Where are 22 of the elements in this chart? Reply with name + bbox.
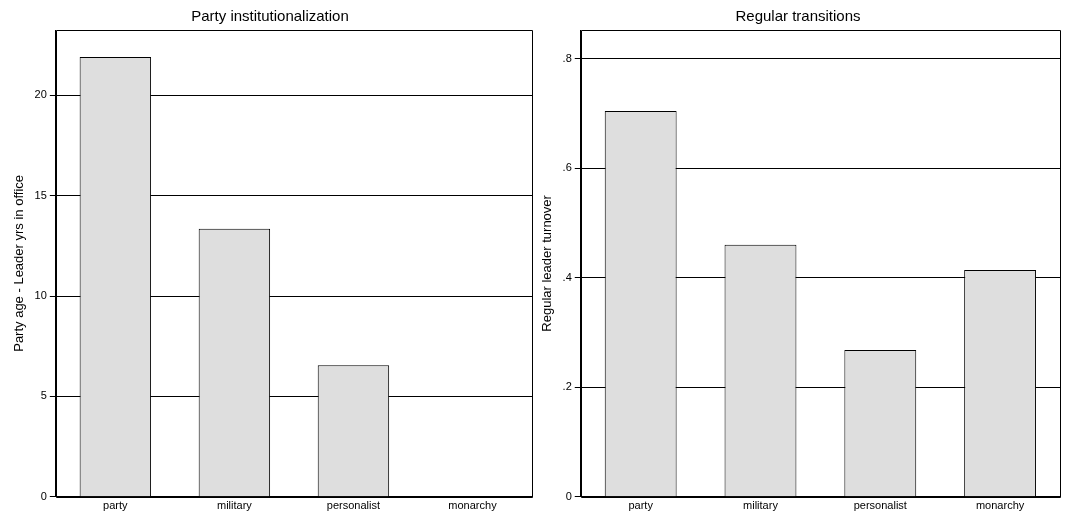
x-tick-label: personalist	[853, 499, 907, 512]
x-tick-label: personalist	[326, 499, 381, 512]
y-axis-title: Party age - Leader yrs in office	[11, 175, 27, 352]
x-tick-label: party	[628, 499, 654, 512]
y-tick-label: 10	[34, 289, 47, 302]
y-tick-label: .6	[562, 161, 572, 174]
x-tick-label: military	[743, 499, 779, 512]
y-tick-label: 15	[34, 188, 47, 201]
x-tick-label: monarchy	[975, 499, 1025, 512]
y-tick-label: 20	[34, 88, 47, 101]
y-tick-label: 0	[565, 489, 572, 502]
y-tick-label: .8	[562, 51, 572, 64]
y-axis-title: Regular leader turnover	[539, 194, 555, 332]
x-tick-label: monarchy	[448, 499, 498, 512]
y-tick-label: .4	[562, 270, 572, 283]
y-tick-label: 0	[40, 489, 47, 502]
x-tick-label: military	[216, 499, 253, 512]
x-tick-label: party	[103, 499, 129, 512]
y-tick-label: 5	[40, 389, 47, 402]
chart-title: Regular transitions	[735, 7, 861, 25]
chart-title: Party institutionalization	[191, 7, 349, 25]
y-tick-label: .2	[562, 380, 572, 393]
